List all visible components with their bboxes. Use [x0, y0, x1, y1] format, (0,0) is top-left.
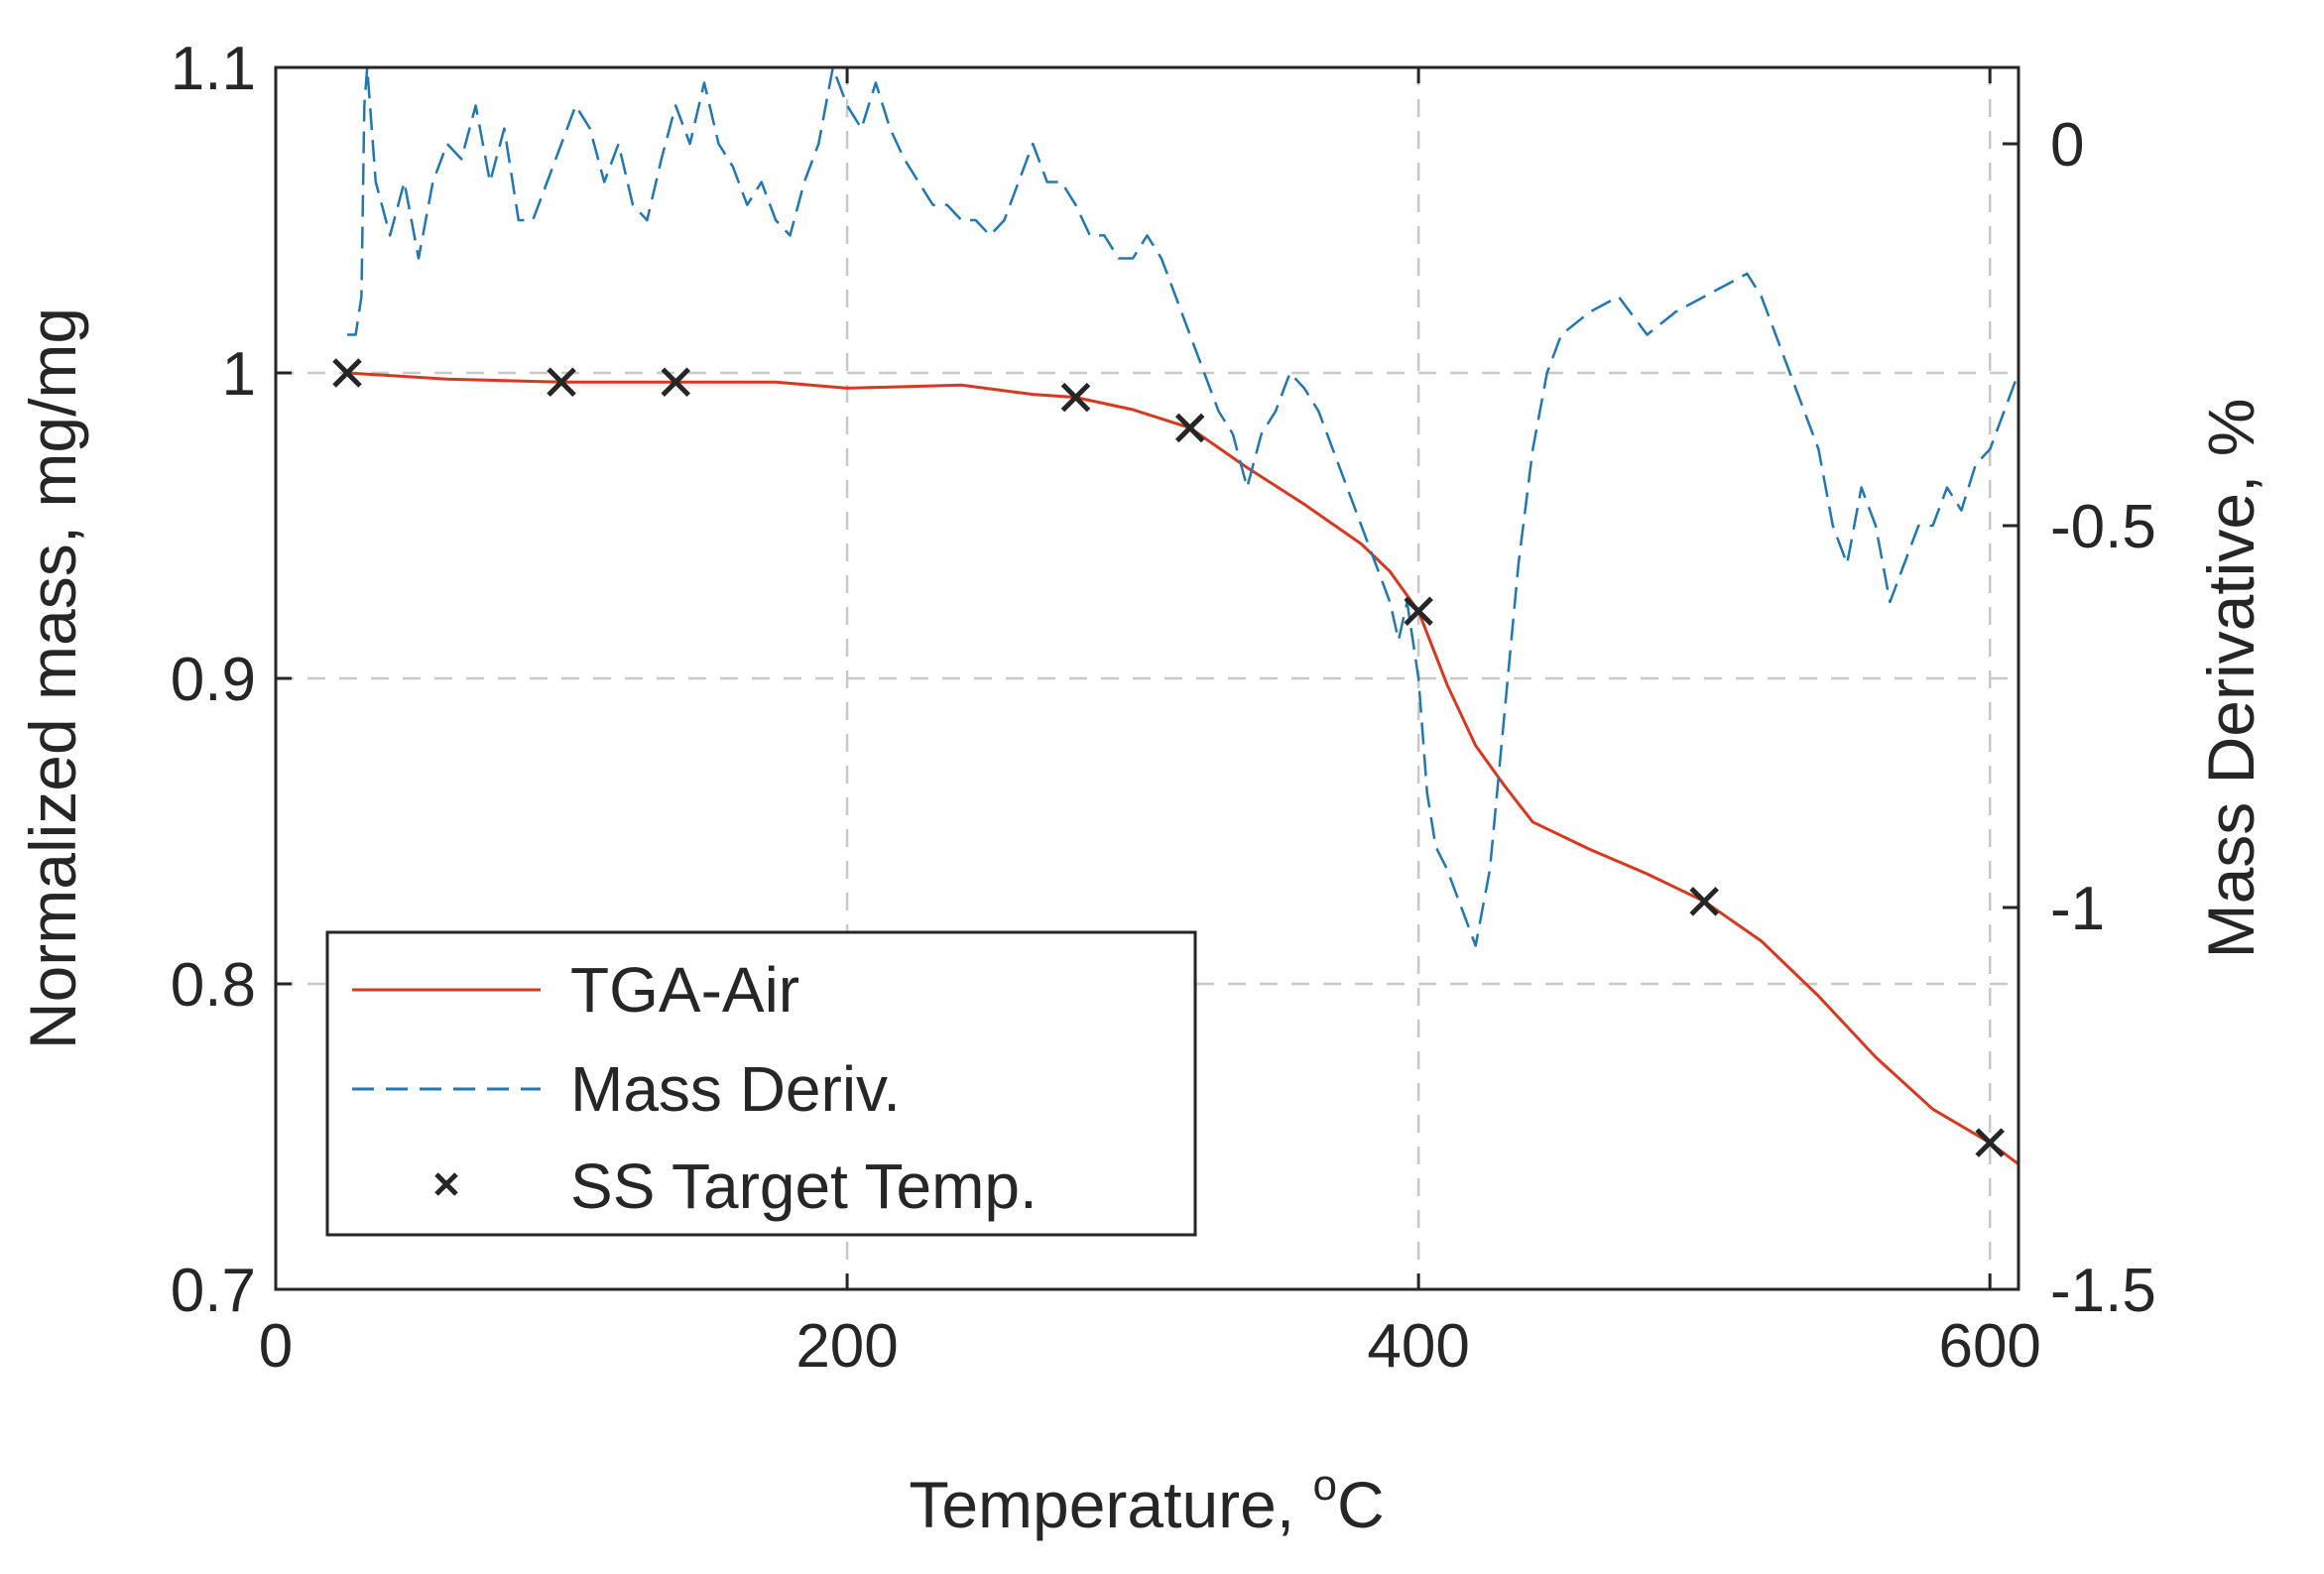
series-layer — [332, 67, 2018, 1165]
ticks-layer: 0 200 400 600 0.7 0.8 0.9 1 1.1 -1.5 -1 -0.5 0 — [171, 35, 2156, 1381]
ss-target-marker — [547, 367, 576, 398]
ss-target-marker — [1975, 1128, 2005, 1157]
ss-target-marker — [332, 358, 362, 388]
y-right-axis-title: Mass Derivative, % — [2194, 399, 2267, 959]
series-ss-target-temp — [332, 358, 2005, 1157]
y-left-axis-title: Normalized mass, mg/mg — [16, 307, 89, 1049]
y-right-tick-label: -1.5 — [2050, 1257, 2156, 1325]
x-axis-title-unit: C — [1337, 1468, 1385, 1541]
ss-target-marker — [661, 367, 691, 398]
ss-target-marker — [1060, 382, 1091, 413]
legend-label-mass-deriv: Mass Deriv. — [570, 1053, 901, 1125]
x-tick-label: 200 — [795, 1312, 898, 1381]
series-line-tga-air — [346, 371, 2018, 1165]
x-axis-title-main: Temperature, — [909, 1468, 1312, 1541]
y-right-tick-label: -0.5 — [2050, 493, 2156, 561]
y-right-tick-label: 0 — [2050, 111, 2084, 180]
y-left-tick-label: 0.7 — [171, 1257, 256, 1325]
x-tick-label: 600 — [1938, 1312, 2040, 1381]
x-tick-label: 400 — [1367, 1312, 1469, 1381]
legend: TGA-Air Mass Deriv. SS Target Temp. — [325, 930, 1197, 1237]
y-right-tick-label: -1 — [2050, 875, 2105, 943]
x-tick-label: 0 — [259, 1312, 293, 1381]
legend-label-ss-target: SS Target Temp. — [570, 1150, 1038, 1222]
y-left-tick-label: 1.1 — [171, 35, 256, 103]
legend-swatch-ss-target — [434, 1172, 458, 1196]
series-line-mass-deriv — [347, 67, 2018, 947]
legend-box — [325, 930, 1197, 1237]
legend-label-tga-air: TGA-Air — [570, 954, 799, 1026]
y-left-tick-label: 0.9 — [171, 646, 256, 714]
ss-target-marker — [1404, 596, 1433, 627]
ss-target-marker — [1174, 413, 1205, 443]
x-axis-title-superscript: o — [1313, 1461, 1337, 1510]
y-left-tick-label: 0.8 — [171, 951, 256, 1020]
x-axis-title: Temperature, oC — [909, 1461, 1384, 1541]
ss-target-marker — [1689, 887, 1719, 916]
y-left-tick-label: 1 — [222, 340, 256, 409]
